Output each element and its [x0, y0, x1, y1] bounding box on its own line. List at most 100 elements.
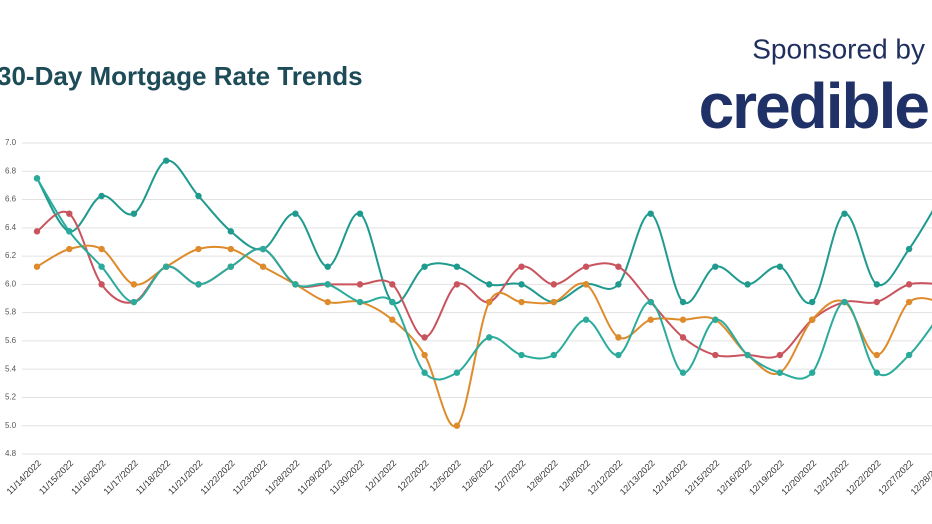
- data-point: [356, 210, 364, 217]
- plot-area: [33, 157, 932, 429]
- data-point: [453, 369, 461, 376]
- data-point: [615, 334, 622, 341]
- data-point: [744, 281, 751, 288]
- data-point: [421, 334, 428, 341]
- data-point: [582, 281, 590, 288]
- x-tick-label: 12/6/2022: [460, 458, 495, 493]
- data-point: [389, 316, 396, 323]
- data-point: [130, 281, 138, 288]
- data-point: [66, 245, 73, 253]
- data-point: [809, 369, 816, 376]
- data-point: [550, 281, 557, 288]
- data-point: [486, 298, 493, 306]
- data-point: [776, 369, 784, 376]
- data-point: [615, 263, 622, 270]
- data-point: [324, 263, 331, 270]
- y-tick-label: 6.8: [5, 166, 17, 175]
- data-point: [356, 298, 364, 306]
- data-point: [98, 192, 105, 200]
- grid: 4.85.05.25.45.65.86.06.26.46.66.87.011/1…: [5, 138, 932, 497]
- data-point: [679, 298, 687, 306]
- data-point: [486, 334, 493, 341]
- data-point: [776, 351, 784, 359]
- data-point: [389, 281, 396, 288]
- data-point: [550, 298, 557, 306]
- data-point: [679, 316, 687, 323]
- data-point: [873, 281, 880, 288]
- data-point: [324, 298, 331, 306]
- data-point: [809, 298, 816, 306]
- data-point: [615, 351, 622, 359]
- x-tick-label: 12/1/2022: [363, 458, 398, 493]
- data-point: [679, 369, 687, 376]
- data-point: [227, 245, 234, 253]
- y-tick-label: 5.6: [5, 336, 17, 345]
- data-point: [421, 369, 428, 376]
- data-point: [292, 281, 299, 288]
- chart-title: 30-Day Mortgage Rate Trends: [0, 61, 363, 91]
- data-point: [841, 210, 848, 217]
- data-point: [98, 281, 105, 288]
- data-point: [453, 422, 461, 429]
- data-point: [98, 263, 105, 270]
- y-tick-label: 5.4: [5, 364, 17, 373]
- series-line: [36, 177, 932, 381]
- data-point: [615, 281, 622, 288]
- data-point: [33, 228, 41, 235]
- data-point: [873, 351, 880, 359]
- y-tick-label: 4.8: [5, 449, 17, 458]
- data-point: [518, 351, 525, 359]
- data-point: [518, 263, 525, 270]
- data-point: [712, 263, 719, 270]
- data-point: [905, 281, 913, 288]
- data-point: [679, 334, 687, 341]
- data-point: [66, 210, 73, 217]
- y-tick-label: 7.0: [5, 138, 17, 147]
- data-point: [873, 298, 880, 306]
- data-point: [486, 281, 493, 288]
- data-point: [712, 316, 719, 323]
- data-point: [195, 245, 202, 253]
- x-tick-label: 12/5/2022: [428, 458, 463, 493]
- data-point: [582, 263, 590, 270]
- data-point: [66, 228, 73, 235]
- data-point: [227, 263, 234, 270]
- sponsor-text: Sponsored by: [752, 33, 925, 64]
- data-point: [356, 281, 364, 288]
- data-point: [905, 298, 913, 306]
- data-point: [712, 351, 719, 359]
- data-point: [550, 351, 557, 359]
- data-point: [421, 263, 428, 270]
- data-point: [647, 298, 654, 306]
- data-point: [195, 192, 202, 200]
- x-tick-label: 11/30/2022: [328, 458, 366, 496]
- x-tick-label: 12/7/2022: [492, 458, 527, 493]
- x-tick-label: 12/8/2022: [525, 458, 560, 493]
- data-point: [259, 245, 267, 253]
- data-point: [163, 263, 170, 270]
- y-tick-label: 6.4: [5, 223, 17, 232]
- data-point: [453, 281, 461, 288]
- data-point: [33, 263, 41, 270]
- data-point: [259, 263, 267, 270]
- data-point: [227, 228, 234, 235]
- data-point: [98, 245, 105, 253]
- data-point: [130, 298, 138, 306]
- data-point: [873, 369, 880, 376]
- series-line: [36, 159, 932, 305]
- data-point: [421, 351, 428, 359]
- data-point: [905, 245, 913, 253]
- data-point: [776, 263, 784, 270]
- data-point: [453, 263, 461, 270]
- y-tick-label: 6.6: [5, 195, 17, 204]
- data-point: [195, 281, 202, 288]
- y-tick-label: 5.0: [5, 421, 17, 430]
- data-point: [841, 298, 848, 306]
- data-point: [163, 157, 170, 164]
- data-point: [518, 281, 525, 288]
- y-tick-label: 6.2: [5, 251, 17, 260]
- data-point: [744, 351, 751, 359]
- data-point: [809, 316, 816, 323]
